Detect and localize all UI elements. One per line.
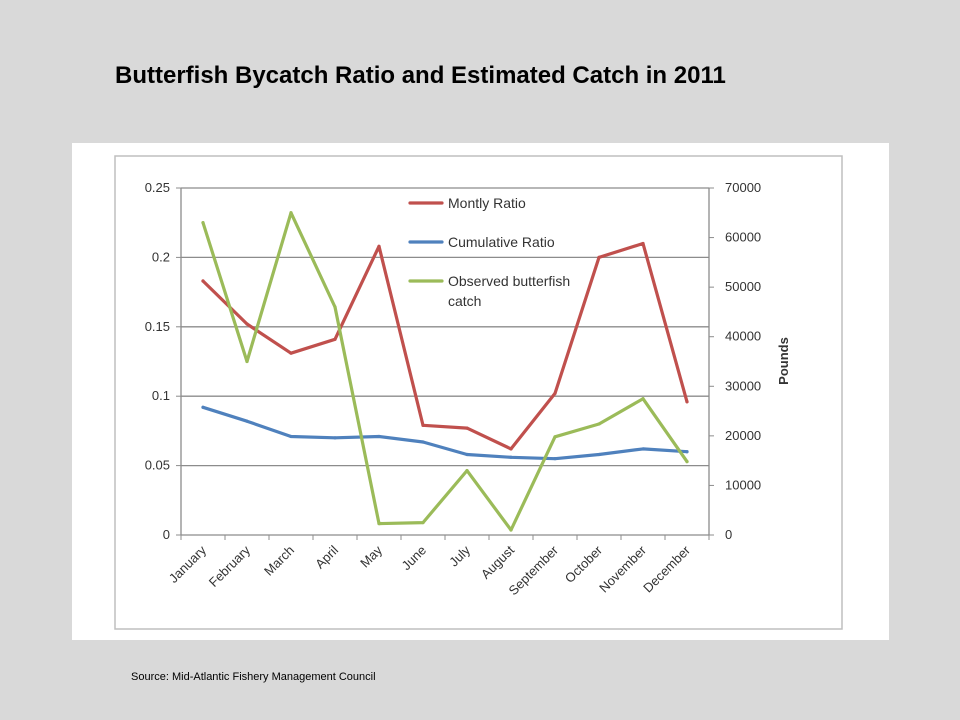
y2-tick-label: 0 (725, 527, 732, 542)
y-tick-label: 0 (163, 527, 170, 542)
x-tick-label: July (446, 542, 473, 569)
data-point-cumulative-ratio (509, 455, 513, 459)
data-point-montly-ratio (465, 426, 469, 430)
line-chart: 0 0.05 0.1 0.15 0.2 0.25 0 10000 20000 30000 40000… (114, 155, 843, 630)
slide-title: Butterfish Bycatch Ratio and Estimated C… (115, 62, 726, 89)
legend-label: Observed butterfish catch (448, 273, 570, 309)
x-tick-label: February (206, 542, 254, 590)
data-point-cumulative-ratio (421, 440, 425, 444)
data-point-observed-butterfish-catch (509, 528, 513, 532)
data-point-cumulative-ratio (597, 452, 601, 457)
chart-panel: 0 0.05 0.1 0.15 0.2 0.25 0 10000 20000 30000 40000… (72, 143, 889, 640)
data-point-observed-butterfish-catch (377, 521, 381, 526)
x-tick-label: January (166, 542, 210, 586)
data-point-observed-butterfish-catch (553, 435, 557, 439)
data-point-cumulative-ratio (465, 452, 469, 457)
data-point-montly-ratio (421, 423, 425, 427)
data-point-observed-butterfish-catch (421, 521, 425, 525)
y2-tick-label: 40000 (725, 329, 761, 344)
y-tick-label: 0.2 (152, 249, 170, 264)
series-line-montly-ratio (201, 241, 689, 451)
data-point-montly-ratio (245, 322, 249, 326)
data-point-montly-ratio (685, 400, 689, 404)
data-point-observed-butterfish-catch (465, 468, 469, 473)
y2-tick-label: 70000 (725, 180, 761, 195)
data-point-montly-ratio (201, 279, 205, 283)
y2-tick-label: 50000 (725, 279, 761, 294)
data-point-cumulative-ratio (641, 447, 645, 451)
data-point-montly-ratio (553, 391, 557, 396)
legend-label: Montly Ratio (448, 195, 526, 211)
y-tick-label: 0.05 (145, 458, 170, 473)
data-point-observed-butterfish-catch (289, 211, 293, 215)
y2-tick-label: 20000 (725, 428, 761, 443)
x-tick-label: December (640, 542, 693, 595)
data-point-observed-butterfish-catch (201, 221, 205, 225)
data-point-cumulative-ratio (201, 405, 205, 409)
y2-axis-title: Pounds (776, 337, 791, 385)
y-tick-label: 0.15 (145, 319, 170, 334)
y-tick-label: 0.1 (152, 388, 170, 403)
data-point-observed-butterfish-catch (685, 460, 689, 464)
data-point-cumulative-ratio (553, 457, 557, 461)
x-tick-label: May (357, 542, 385, 570)
chart-frame (114, 155, 843, 630)
y2-tick-label: 60000 (725, 230, 761, 245)
series-line-cumulative-ratio (201, 405, 689, 461)
x-tick-label: April (312, 542, 341, 571)
data-point-cumulative-ratio (333, 436, 337, 440)
data-point-montly-ratio (509, 447, 513, 451)
data-point-observed-butterfish-catch (333, 305, 337, 309)
data-point-cumulative-ratio (289, 434, 293, 439)
data-point-montly-ratio (289, 351, 293, 355)
data-point-montly-ratio (333, 337, 337, 341)
data-point-cumulative-ratio (377, 434, 381, 439)
y2-tick-label: 30000 (725, 378, 761, 393)
data-point-montly-ratio (641, 241, 645, 246)
legend-label: Cumulative Ratio (448, 234, 555, 250)
data-point-montly-ratio (597, 255, 601, 259)
data-point-cumulative-ratio (685, 450, 689, 454)
x-tick-label: March (261, 543, 297, 579)
data-point-montly-ratio (377, 244, 381, 248)
data-point-observed-butterfish-catch (597, 422, 601, 426)
data-point-observed-butterfish-catch (245, 359, 249, 364)
series-line-observed-butterfish-catch (201, 211, 689, 532)
y2-tick-label: 10000 (725, 477, 761, 492)
y-tick-label: 0.25 (145, 180, 170, 195)
x-tick-label: August (478, 542, 517, 581)
x-tick-label: June (399, 543, 430, 574)
x-tick-label: October (562, 542, 606, 586)
source-note: Source: Mid-Atlantic Fishery Management … (131, 671, 376, 683)
data-point-observed-butterfish-catch (641, 397, 645, 401)
data-point-cumulative-ratio (245, 419, 249, 423)
